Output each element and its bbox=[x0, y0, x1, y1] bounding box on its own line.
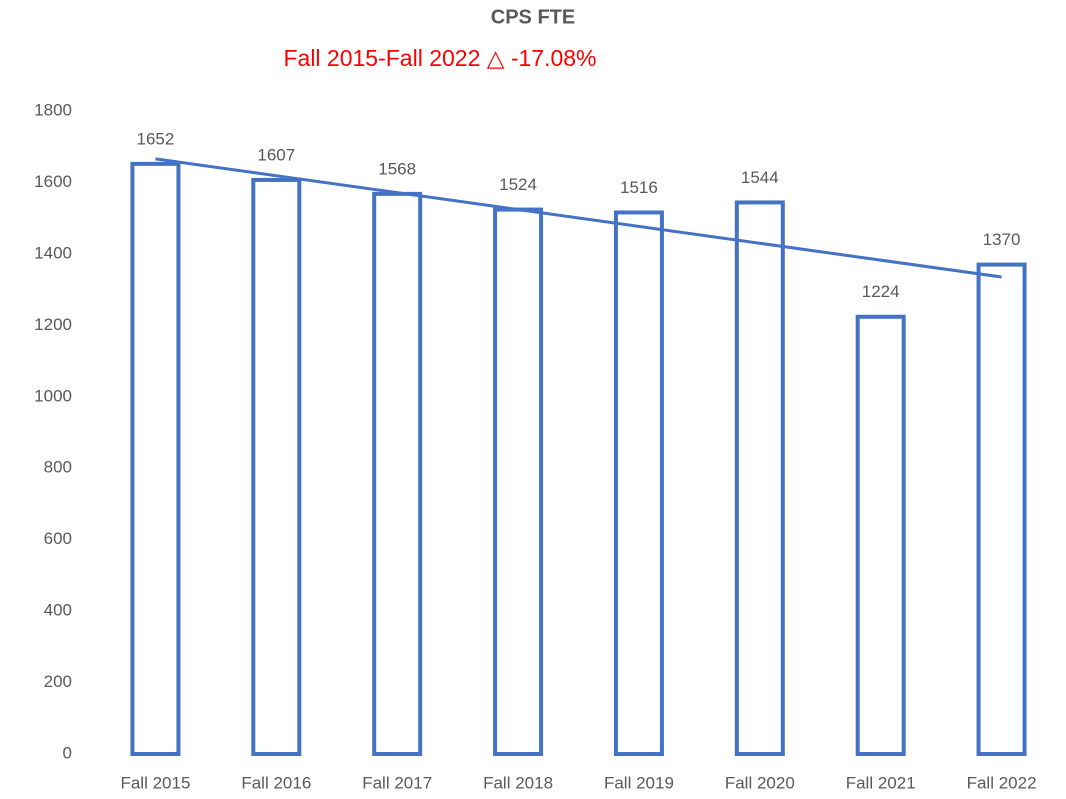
chart-subtitle: Fall 2015-Fall 2022 △ -17.08% bbox=[283, 45, 596, 71]
y-tick-label: 1800 bbox=[34, 100, 72, 119]
data-label: 1544 bbox=[741, 168, 779, 187]
data-label: 1607 bbox=[257, 145, 295, 164]
data-label: 1370 bbox=[983, 230, 1021, 249]
y-tick-label: 200 bbox=[44, 672, 72, 691]
bar bbox=[613, 210, 664, 756]
x-tick-label: Fall 2018 bbox=[483, 773, 553, 792]
trendline bbox=[155, 157, 1002, 279]
y-tick-label: 0 bbox=[63, 743, 72, 762]
y-tick-label: 400 bbox=[44, 601, 72, 620]
bar bbox=[372, 191, 423, 756]
bar bbox=[855, 314, 906, 756]
bar bbox=[976, 262, 1027, 756]
data-label: 1516 bbox=[620, 178, 658, 197]
bar bbox=[130, 161, 181, 756]
y-tick-label: 1400 bbox=[34, 243, 72, 262]
y-tick-label: 1200 bbox=[34, 315, 72, 334]
x-tick-label: Fall 2020 bbox=[725, 773, 795, 792]
y-tick-label: 1000 bbox=[34, 386, 72, 405]
y-tick-label: 800 bbox=[44, 458, 72, 477]
x-tick-label: Fall 2021 bbox=[846, 773, 916, 792]
y-tick-label: 1600 bbox=[34, 172, 72, 191]
data-label: 1568 bbox=[378, 159, 416, 178]
data-label: 1524 bbox=[499, 175, 537, 194]
data-label: 1652 bbox=[137, 129, 175, 148]
bar bbox=[734, 200, 785, 756]
x-tick-label: Fall 2016 bbox=[241, 773, 311, 792]
data-label: 1224 bbox=[862, 282, 900, 301]
chart-title: CPS FTE bbox=[491, 6, 575, 28]
x-tick-label: Fall 2015 bbox=[120, 773, 190, 792]
bar bbox=[493, 207, 544, 757]
x-tick-label: Fall 2022 bbox=[967, 773, 1037, 792]
y-tick-label: 600 bbox=[44, 529, 72, 548]
x-tick-label: Fall 2017 bbox=[362, 773, 432, 792]
x-tick-label: Fall 2019 bbox=[604, 773, 674, 792]
bar bbox=[251, 177, 302, 756]
